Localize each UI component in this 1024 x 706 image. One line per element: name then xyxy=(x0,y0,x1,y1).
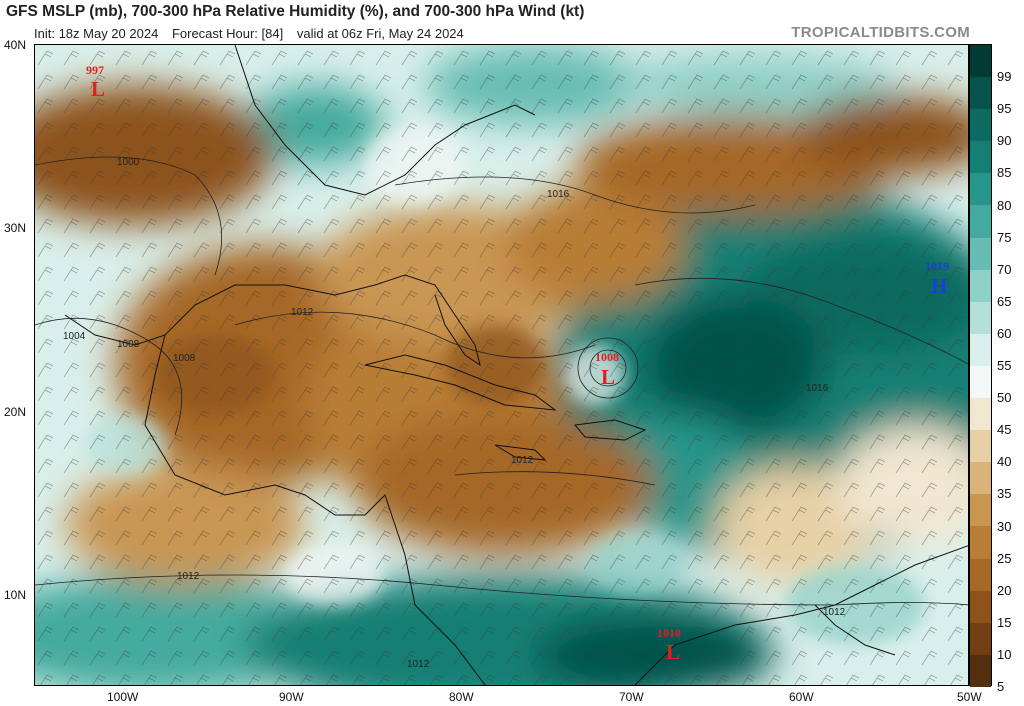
colorbar-segment xyxy=(970,205,991,238)
colorbar-label: 25 xyxy=(997,550,1012,566)
colorbar-segment xyxy=(970,654,991,687)
colorbar-segment xyxy=(970,173,991,206)
isobars xyxy=(35,156,968,606)
high-symbol: H xyxy=(931,274,947,298)
isobar-label: 1012 xyxy=(291,307,314,318)
colorbar-segment xyxy=(970,558,991,591)
wind-barbs xyxy=(35,45,968,685)
colorbar-segment xyxy=(970,462,991,495)
low-symbol: L xyxy=(91,77,105,101)
colorbar-segment xyxy=(970,365,991,399)
valid-time: valid at 06z Fri, May 24 2024 xyxy=(296,26,464,41)
colorbar-segment xyxy=(970,77,991,110)
lon-label-100w: 100W xyxy=(107,690,139,704)
low-symbol: L xyxy=(601,365,615,389)
isobar-label: 1012 xyxy=(407,659,430,670)
colorbar-label: 15 xyxy=(997,614,1012,630)
colorbar-label: 70 xyxy=(997,261,1012,277)
colorbar-label: 95 xyxy=(997,101,1012,117)
colorbar-label: 10 xyxy=(997,646,1012,662)
colorbar-segment xyxy=(970,590,991,623)
colorbar-label: 80 xyxy=(997,197,1012,213)
colorbar-label: 5 xyxy=(997,679,1005,694)
high-pressure-1019: 1019 H xyxy=(925,259,949,298)
pressure-value: 1010 xyxy=(657,626,681,640)
isobar-label: 1000 xyxy=(117,157,140,168)
colorbar-label: 99 xyxy=(997,69,1012,85)
map-subtitle: Init: 18z May 20 2024 Forecast Hour: [84… xyxy=(34,26,474,41)
pressure-value: 1019 xyxy=(925,259,949,273)
humidity-colorbar xyxy=(969,44,992,687)
colorbar-label: 50 xyxy=(997,390,1012,406)
pressure-value: 1008 xyxy=(595,350,619,364)
isobar-label: 1016 xyxy=(806,383,829,394)
brand-watermark: TROPICALTIDBITS.COM xyxy=(791,24,970,41)
colorbar-segment xyxy=(970,269,991,302)
isobar-label: 1008 xyxy=(173,353,196,364)
colorbar-label: 60 xyxy=(997,325,1012,341)
lon-label-80w: 80W xyxy=(449,690,474,704)
lon-label-60w: 60W xyxy=(789,690,814,704)
colorbar-segment xyxy=(970,494,991,527)
pressure-value: 997 xyxy=(86,63,104,77)
coastlines xyxy=(64,45,968,685)
low-pressure-1008: 1008 L xyxy=(595,350,619,389)
lat-label-30n: 30N xyxy=(4,221,27,235)
isobar-label: 1012 xyxy=(823,607,846,618)
isobar-label: 1004 xyxy=(63,331,86,342)
colorbar-label: 75 xyxy=(997,229,1012,245)
lon-label-50w: 50W xyxy=(957,690,982,704)
isobar-label: 1012 xyxy=(511,455,534,466)
colorbar-label: 20 xyxy=(997,582,1012,598)
low-pressure-1010: 1010 L xyxy=(657,626,681,664)
colorbar-label: 90 xyxy=(997,133,1012,149)
lat-label-10n: 10N xyxy=(4,588,27,602)
colorbar-segment xyxy=(970,333,991,366)
low-symbol: L xyxy=(666,640,680,664)
colorbar-label: 30 xyxy=(997,518,1012,534)
lat-label-20n: 20N xyxy=(4,405,27,419)
lon-label-70w: 70W xyxy=(619,690,644,704)
map-title: GFS MSLP (mb), 700-300 hPa Relative Humi… xyxy=(6,3,585,20)
pressure-centers: 997 L 1008 L 1010 L 1019 H xyxy=(86,63,949,664)
weather-map: 1000 1016 1012 1004 1008 1008 1016 1012 … xyxy=(34,44,969,686)
colorbar-label: 40 xyxy=(997,454,1012,470)
colorbar-segment xyxy=(970,398,991,431)
isobar-label: 1016 xyxy=(547,189,570,200)
colorbar-segment xyxy=(970,526,991,559)
colorbar-label: 35 xyxy=(997,486,1012,502)
colorbar-label: 55 xyxy=(997,358,1012,373)
colorbar-label: 65 xyxy=(997,293,1012,309)
colorbar-label: 45 xyxy=(997,422,1012,438)
colorbar-segment xyxy=(970,430,991,463)
colorbar-segment xyxy=(970,45,991,78)
isobar-labels: 1000 1016 1012 1004 1008 1008 1016 1012 … xyxy=(63,157,846,670)
isobar-label: 1012 xyxy=(177,571,200,582)
colorbar-label: 85 xyxy=(997,165,1012,181)
colorbar-segment xyxy=(970,237,991,270)
init-time: Init: 18z May 20 2024 xyxy=(34,26,159,41)
colorbar-segment xyxy=(970,622,991,655)
colorbar-segment xyxy=(970,109,991,142)
forecast-hour: Forecast Hour: [84] xyxy=(171,26,284,41)
colorbar-segment xyxy=(970,141,991,174)
colorbar-segment xyxy=(970,301,991,334)
lat-label-40n: 40N xyxy=(4,38,27,52)
isobar-label: 1008 xyxy=(117,339,140,350)
low-pressure-997: 997 L xyxy=(86,63,105,101)
lon-label-90w: 90W xyxy=(279,690,304,704)
